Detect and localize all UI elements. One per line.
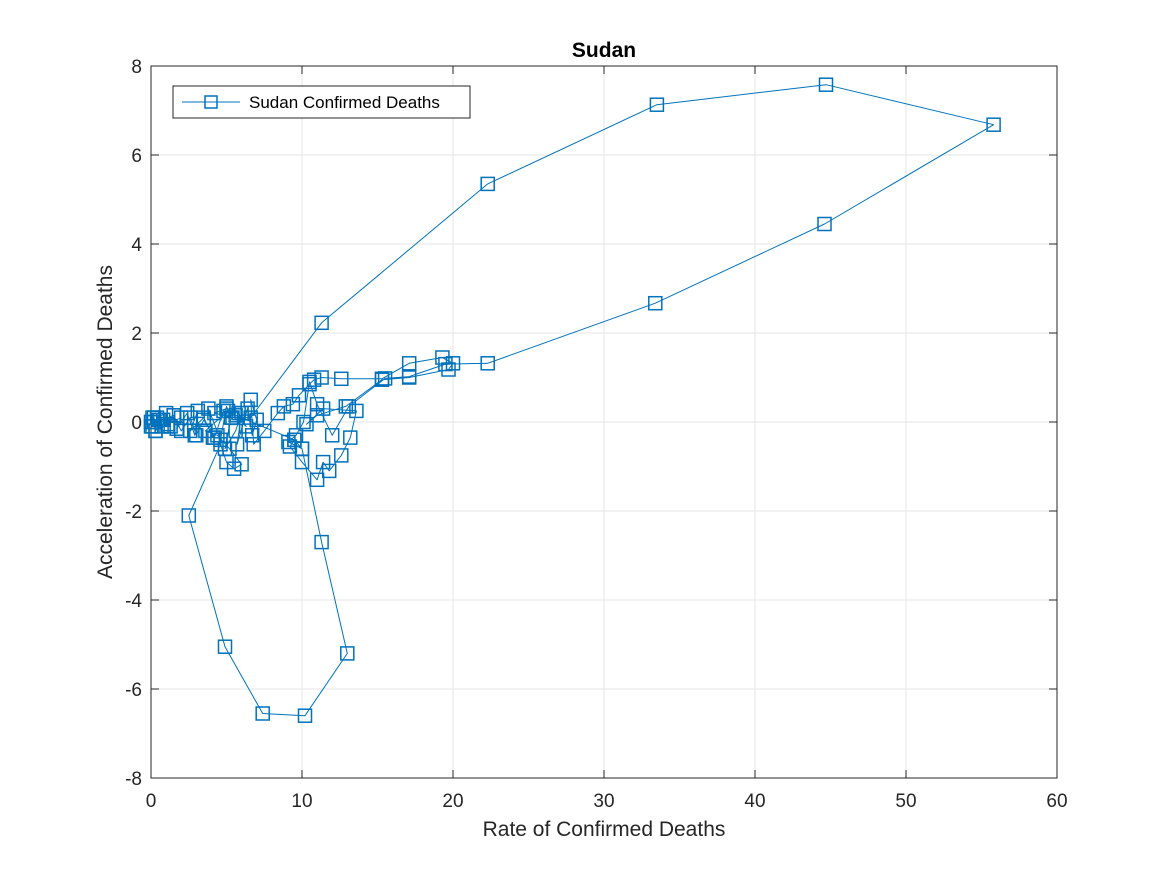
data-point: [480, 356, 495, 371]
data-point: [291, 388, 307, 403]
y-tick-label: -6: [125, 680, 142, 701]
data-point: [181, 508, 197, 523]
data-point: [183, 410, 198, 425]
data-point: [228, 408, 243, 423]
data-point: [246, 437, 261, 452]
data-point: [255, 706, 270, 721]
x-axis-ticks: 0 10 20 30 40 50 60: [146, 66, 1068, 812]
y-tick-label: -2: [125, 502, 142, 523]
y-axis-ticks: -8 -6 -4 -2 0 2 4 6 8: [125, 57, 1057, 790]
data-point: [222, 441, 237, 456]
data-point: [324, 428, 340, 443]
data-point: [238, 419, 254, 434]
data-point: [276, 399, 292, 414]
data-point: [243, 392, 258, 408]
data-point: [349, 403, 364, 419]
data-point: [648, 295, 663, 311]
data-point: [374, 372, 390, 387]
data-point: [817, 216, 832, 232]
y-tick-label: 6: [131, 146, 142, 167]
y-tick-label: 8: [131, 57, 142, 78]
data-point: [296, 414, 311, 430]
data-point: [229, 437, 245, 452]
data-point: [401, 369, 417, 384]
legend-marker-square: [204, 95, 218, 109]
data-point: [299, 416, 314, 432]
data-point: [480, 176, 495, 192]
x-tick-label: 60: [1046, 791, 1067, 812]
y-tick-label: 4: [131, 235, 142, 256]
y-axis-label: Acceleration of Confirmed Deaths: [94, 265, 117, 579]
data-point: [216, 403, 231, 419]
y-tick-label: 2: [131, 324, 142, 345]
data-point: [341, 399, 357, 414]
data-point: [309, 396, 325, 412]
legend-entry-label: Sudan Confirmed Deaths: [249, 93, 440, 112]
y-tick-label: 0: [131, 413, 142, 434]
y-tick-label: -4: [125, 591, 142, 612]
data-point: [340, 646, 355, 661]
legend: Sudan Confirmed Deaths: [172, 85, 471, 119]
data-point: [207, 430, 222, 445]
data-point: [343, 430, 358, 445]
data-point: [189, 428, 204, 443]
data-point: [226, 461, 242, 476]
chart-title: Sudan: [572, 39, 636, 62]
data-point: [334, 371, 349, 387]
x-tick-label: 50: [895, 791, 916, 812]
data-point: [243, 410, 258, 425]
data-point: [314, 370, 329, 385]
data-point: [143, 419, 159, 434]
data-point: [294, 441, 310, 456]
data-point: [287, 432, 302, 448]
data-point: [314, 315, 329, 331]
data-point: [986, 117, 1001, 132]
x-tick-label: 40: [744, 791, 765, 812]
data-point: [438, 356, 453, 372]
x-axis-label: Rate of Confirmed Deaths: [483, 818, 726, 841]
data-point: [257, 423, 272, 439]
data-point: [217, 639, 233, 654]
x-tick-label: 0: [146, 791, 157, 812]
data-point: [210, 428, 225, 443]
data-point: [314, 534, 329, 550]
grid-lines: [150, 65, 1058, 779]
x-tick-label: 20: [442, 791, 463, 812]
x-tick-label: 10: [291, 791, 312, 812]
data-point: [302, 374, 317, 390]
data-point: [441, 362, 456, 377]
data-point: [306, 372, 322, 387]
data-point: [649, 97, 665, 112]
data-point: [334, 448, 349, 463]
data-point: [145, 410, 160, 425]
x-tick-label: 30: [593, 791, 614, 812]
data-point: [377, 371, 393, 386]
data-point: [297, 708, 313, 723]
data-point: [309, 472, 325, 488]
y-tick-label: -8: [125, 769, 142, 790]
data-point: [234, 457, 249, 472]
data-point: [818, 77, 834, 92]
series-layer: [143, 77, 1001, 723]
data-point: [315, 454, 331, 470]
